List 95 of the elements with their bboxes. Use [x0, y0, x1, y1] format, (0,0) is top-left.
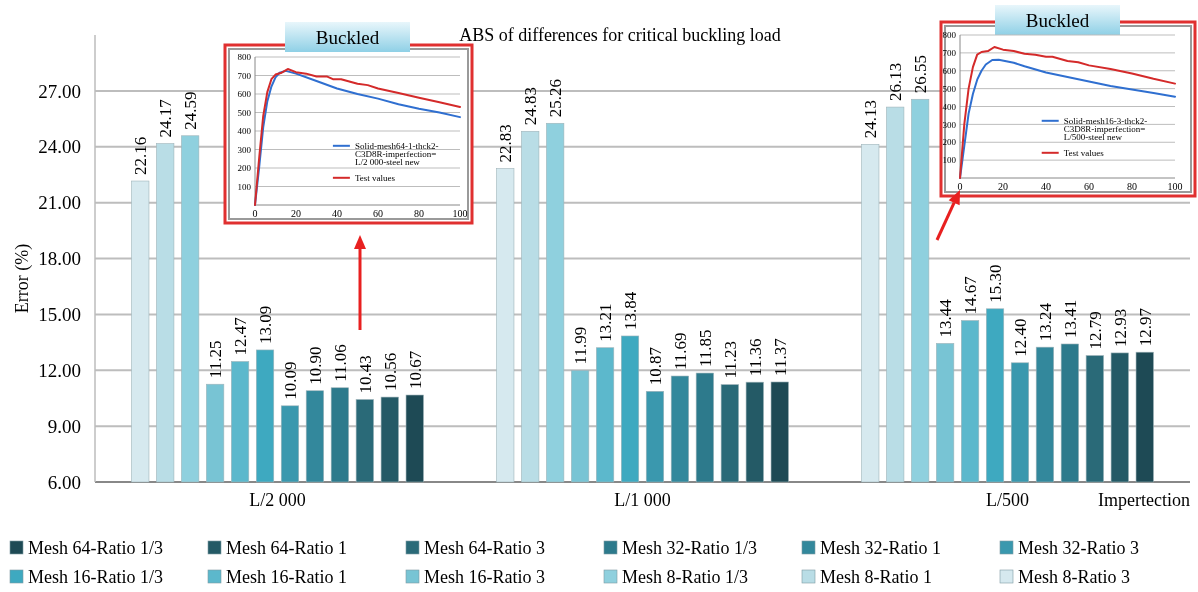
legend-label: Mesh 16-Ratio 1	[226, 567, 347, 588]
data-label: 11.36	[745, 338, 765, 377]
legend-label: Mesh 8-Ratio 3	[1018, 567, 1130, 588]
data-label: 13.24	[1035, 302, 1055, 342]
y-tick-label: 27.00	[38, 80, 81, 102]
y-tick-label: 12.00	[38, 359, 81, 381]
data-label: 25.26	[546, 79, 566, 118]
chart-title: Buckled	[315, 26, 380, 48]
y-tick-label: 800	[942, 30, 957, 41]
data-label: 26.13	[886, 62, 906, 102]
y-tick-label: 800	[237, 52, 252, 63]
legend-label: Test values	[354, 172, 396, 183]
data-label: 10.67	[405, 350, 425, 390]
x-tick-label: 80	[414, 208, 424, 219]
legend-label: Mesh 16-Ratio 1/3	[28, 567, 163, 588]
data-label: 12.93	[1110, 308, 1130, 347]
y-tick-label: 500	[237, 107, 252, 118]
y-tick-label: 300	[237, 144, 252, 155]
data-label: 14.67	[961, 275, 981, 315]
x-tick-label: 0	[252, 208, 258, 219]
legend-label: Solid-mesh64-1-thck2-C3D8R-imperfection= L/2 000-steel new	[354, 140, 439, 167]
y-tick-label: 24.00	[38, 136, 81, 158]
x-tick-label: L/500	[986, 490, 1029, 510]
x-tick-label: 40	[332, 208, 342, 219]
data-label: 11.37	[770, 337, 790, 376]
legend-label: Mesh 64-Ratio 1/3	[28, 538, 163, 559]
legend-label: Mesh 32-Ratio 3	[1018, 538, 1139, 559]
data-label: 12.47	[231, 316, 251, 356]
data-label: 11.99	[571, 326, 591, 365]
data-label: 11.25	[206, 340, 226, 379]
x-tick-label: 100	[1167, 181, 1183, 192]
data-label: 10.87	[645, 346, 665, 386]
x-tick-label: 100	[452, 208, 468, 219]
data-label: 12.40	[1010, 318, 1030, 357]
data-label: 11.85	[695, 329, 715, 368]
y-tick-label: 21.00	[38, 192, 81, 214]
data-label: 10.56	[380, 352, 400, 392]
legend-label: Mesh 32-Ratio 1/3	[622, 538, 757, 559]
y-axis-title: Error (%)	[12, 243, 33, 314]
x-tick-label: 60	[1084, 181, 1094, 192]
legend-label: Mesh 8-Ratio 1/3	[622, 567, 748, 588]
y-tick-label: 400	[237, 126, 252, 137]
y-tick-label: 600	[237, 89, 252, 100]
x-tick-label: L/2 000	[249, 490, 306, 510]
data-label: 11.69	[670, 332, 690, 371]
data-label: 10.09	[280, 361, 300, 400]
x-tick-label: 40	[1041, 181, 1051, 192]
x-tick-label: 20	[291, 208, 301, 219]
legend-label: Mesh 32-Ratio 1	[820, 538, 941, 559]
data-label: 13.41	[1060, 299, 1080, 338]
data-label: 10.43	[355, 355, 375, 394]
data-label: 12.97	[1135, 307, 1155, 347]
data-label: 11.23	[720, 340, 740, 379]
legend-label: Mesh 16-Ratio 3	[424, 567, 545, 588]
legend-label: Mesh 8-Ratio 1	[820, 567, 932, 588]
data-label: 24.59	[181, 91, 201, 130]
y-tick-label: 200	[237, 163, 252, 174]
legend-label: Solid-mesh16-3-thck2-C3D8R-imperfection= L/500-steel new	[1063, 115, 1148, 142]
data-label: 13.44	[936, 298, 956, 338]
x-tick-label: 60	[373, 208, 383, 219]
y-tick-label: 600	[942, 65, 957, 76]
x-tick-label: 80	[1127, 181, 1137, 192]
data-label: 10.90	[305, 346, 325, 385]
data-label: 26.55	[911, 55, 931, 94]
data-label: 24.17	[156, 98, 176, 138]
legend-label: Mesh 64-Ratio 1	[226, 538, 347, 559]
chart-title: Buckled	[1025, 9, 1090, 31]
x-tick-label: 0	[957, 181, 963, 192]
data-label: 12.79	[1085, 311, 1105, 350]
x-tick-label: L/1 000	[614, 490, 671, 510]
y-tick-label: 200	[942, 137, 957, 148]
y-tick-label: 9.00	[47, 415, 81, 437]
data-label: 13.21	[596, 303, 616, 342]
y-tick-label: 18.00	[38, 248, 81, 270]
chart-title: ABS of differences for critical buckling load	[459, 25, 781, 45]
data-label: 13.84	[620, 291, 640, 330]
y-tick-label: 100	[942, 155, 957, 166]
data-label: 24.13	[861, 100, 881, 139]
y-tick-label: 6.00	[47, 471, 81, 493]
y-tick-label: 500	[942, 83, 957, 94]
data-label: 13.09	[255, 305, 275, 344]
legend-label: Mesh 64-Ratio 3	[424, 538, 545, 559]
data-label: 24.83	[521, 87, 541, 126]
data-label: 22.83	[496, 124, 516, 163]
y-tick-label: 15.00	[38, 304, 81, 326]
data-label: 15.30	[985, 264, 1005, 303]
data-label: 22.16	[131, 136, 151, 176]
legend-label: Test values	[1063, 147, 1105, 158]
y-tick-label: 400	[942, 101, 957, 112]
y-tick-label: 700	[942, 48, 957, 59]
x-tick-label: 20	[998, 181, 1008, 192]
x-axis-title: Impertection	[1098, 490, 1190, 510]
data-label: 11.06	[330, 344, 350, 382]
y-tick-label: 300	[942, 119, 957, 130]
y-tick-label: 700	[237, 70, 252, 81]
